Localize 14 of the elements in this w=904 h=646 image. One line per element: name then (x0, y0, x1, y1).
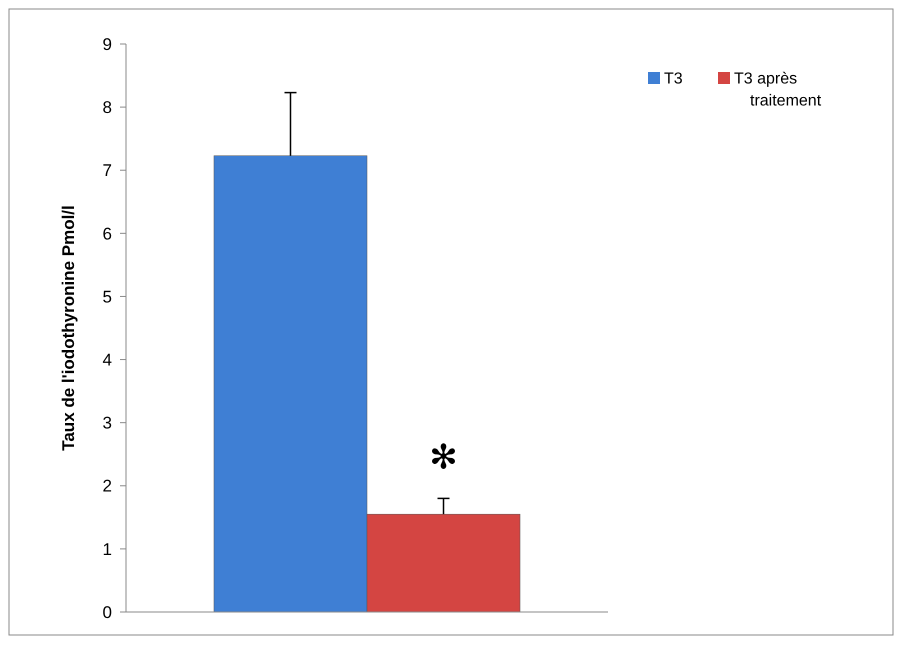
legend-label: T3 après traitement (734, 70, 822, 110)
y-tick-label: 4 (102, 350, 112, 370)
y-tick-label: 2 (102, 476, 112, 496)
y-axis-title: Taux de l'iodothyronine Pmol/l (59, 205, 78, 451)
y-tick-label: 5 (102, 287, 112, 306)
y-tick-label: 1 (102, 540, 112, 559)
y-tick-label: 6 (102, 224, 112, 244)
y-tick-label: 3 (102, 414, 112, 433)
y-tick-label: 7 (102, 161, 112, 180)
annotation: ✻ (429, 438, 458, 476)
legend-label: T3 (664, 70, 683, 88)
y-tick-label: 8 (102, 98, 112, 118)
y-tick-label: 0 (102, 602, 112, 622)
y-tick-label: 9 (102, 34, 112, 54)
